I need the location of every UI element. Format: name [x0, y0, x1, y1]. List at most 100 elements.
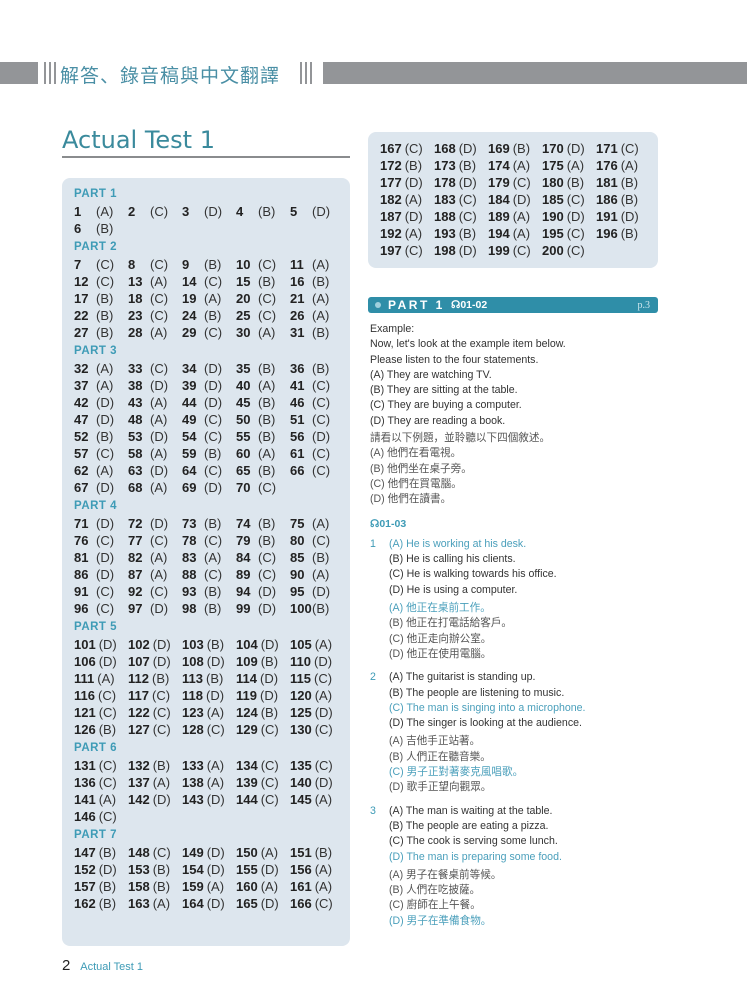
answer-choice: (A)	[404, 226, 423, 241]
question-number: 180	[542, 175, 564, 190]
answer-item: 186 (B)	[596, 191, 650, 208]
bullet-icon	[375, 302, 381, 308]
answer-item: 78 (C)	[182, 532, 236, 549]
answer-choice: (D)	[458, 141, 477, 156]
question-number: 119	[236, 688, 257, 703]
answer-row: 197 (C) 198 (D) 199 (C) 200 (C)	[380, 242, 658, 259]
question-number: 163	[128, 896, 150, 911]
answer-choice: (D)	[205, 688, 225, 703]
question-number: 46	[290, 395, 305, 410]
answer-choice: (C)	[458, 209, 477, 224]
answer-choice: (B)	[258, 533, 276, 548]
answer-choice: (A)	[150, 395, 168, 410]
answer-choice: (D)	[96, 516, 115, 531]
answer-item: 155 (D)	[236, 861, 290, 878]
answer-item: 74 (B)	[236, 515, 290, 532]
answer-choice: (B)	[312, 550, 330, 565]
answer-item: 170 (D)	[542, 140, 596, 157]
answer-row: 17 (B) 18 (C) 19 (A) 20 (C) 21 (A)	[74, 290, 350, 307]
question-number: 7	[74, 257, 82, 272]
question-number: 99	[236, 601, 251, 616]
answer-choice: (B)	[204, 446, 222, 461]
answer-item: 130 (C)	[290, 721, 344, 738]
answer-item: 166 (C)	[290, 895, 344, 912]
question-number: 75	[290, 516, 305, 531]
question-number: 136	[74, 775, 96, 790]
question-number: 54	[182, 429, 197, 444]
question-number: 176	[596, 158, 618, 173]
answer-item: 173 (B)	[434, 157, 488, 174]
answer-choice: (D)	[314, 705, 333, 720]
answer-item: 114 (D)	[236, 670, 290, 687]
answer-item: 43 (A)	[128, 394, 182, 411]
answer-choice: (D)	[152, 792, 171, 807]
answer-choice: (D)	[96, 395, 115, 410]
question-number: 88	[182, 567, 197, 582]
answer-choice: (A)	[150, 567, 168, 582]
answer-choice: (C)	[204, 463, 223, 478]
statement: (B) 他正在打電話給客戶。	[389, 617, 513, 630]
answer-choice: (B)	[205, 671, 224, 686]
question-number: 85	[290, 550, 305, 565]
answer-choice: (B)	[620, 192, 639, 207]
statement: (D) 歌手正望向觀眾。	[389, 781, 492, 794]
question-number: 89	[236, 567, 251, 582]
answer-item: 128 (C)	[182, 721, 236, 738]
answer-choice: (B)	[96, 291, 114, 306]
answer-item: 85 (B)	[290, 549, 344, 566]
question-number: 86	[74, 567, 89, 582]
answer-item: 137 (A)	[128, 774, 182, 791]
answer-choice: (C)	[150, 361, 169, 376]
question-number: 117	[128, 688, 149, 703]
question-number: 126	[74, 722, 96, 737]
question-number: 66	[290, 463, 305, 478]
statement: (D) 他正在使用電腦。	[389, 647, 492, 660]
answer-row: 182 (A) 183 (C) 184 (D) 185 (C) 186 (B)	[380, 191, 658, 208]
answer-row: 86 (D) 87 (A) 88 (C) 89 (C) 90 (A)	[74, 566, 350, 583]
question-number: 59	[182, 446, 197, 461]
question-number: 68	[128, 480, 143, 495]
question-number: 77	[128, 533, 143, 548]
question-number: 3	[370, 804, 376, 817]
answer-item: 8 (C)	[128, 256, 182, 273]
statement: (B) 人們正在聽音樂。	[389, 750, 491, 763]
question-number: 192	[380, 226, 402, 241]
question-number: 63	[128, 463, 143, 478]
answer-choice: (B)	[620, 175, 639, 190]
answer-row: 147 (B) 148 (C) 149 (D) 150 (A) 151 (B)	[74, 844, 350, 861]
answer-choice: (A)	[312, 516, 330, 531]
correct-statement: (C) 男子正對著麥克風唱歌。	[389, 766, 524, 779]
answer-item: 73 (B)	[182, 515, 236, 532]
answer-choice: (A)	[96, 378, 114, 393]
answer-row: 7 (C) 8 (C) 9 (B) 10 (C) 11 (A)	[74, 256, 350, 273]
answer-item: 100 (B)	[290, 600, 344, 617]
question-number: 11	[290, 257, 304, 272]
answer-item: 41 (C)	[290, 377, 344, 394]
answer-choice: (D)	[458, 243, 477, 258]
answer-item: 26 (A)	[290, 307, 344, 324]
answer-item: 65 (B)	[236, 462, 290, 479]
header-bar-right	[323, 62, 747, 84]
part-label: PART 4	[74, 500, 118, 512]
question-number: 21	[290, 291, 305, 306]
answer-item: 35 (B)	[236, 360, 290, 377]
question-item: 2 (A) The guitarist is standing up. (B) Th…	[370, 670, 660, 798]
answer-choice: (A)	[314, 688, 333, 703]
answer-choice: (D)	[204, 480, 223, 495]
question-number: 37	[74, 378, 89, 393]
question-number: 146	[74, 809, 96, 824]
question-number: 175	[542, 158, 564, 173]
answer-choice: (D)	[312, 584, 331, 599]
answer-item: 7 (C)	[74, 256, 128, 273]
question-number: 130	[290, 722, 312, 737]
answer-item: 159 (A)	[182, 878, 236, 895]
answer-item: 63 (D)	[128, 462, 182, 479]
answer-item: 99 (D)	[236, 600, 290, 617]
question-number: 78	[182, 533, 197, 548]
answer-choice: (D)	[260, 637, 279, 652]
chapter-title: 解答、錄音稿與中文翻譯	[60, 66, 281, 87]
answer-item: 177 (D)	[380, 174, 434, 191]
question-number: 43	[128, 395, 143, 410]
answer-row: 67 (D) 68 (A) 69 (D) 70 (C)	[74, 479, 350, 496]
answer-item: 27 (B)	[74, 324, 128, 341]
